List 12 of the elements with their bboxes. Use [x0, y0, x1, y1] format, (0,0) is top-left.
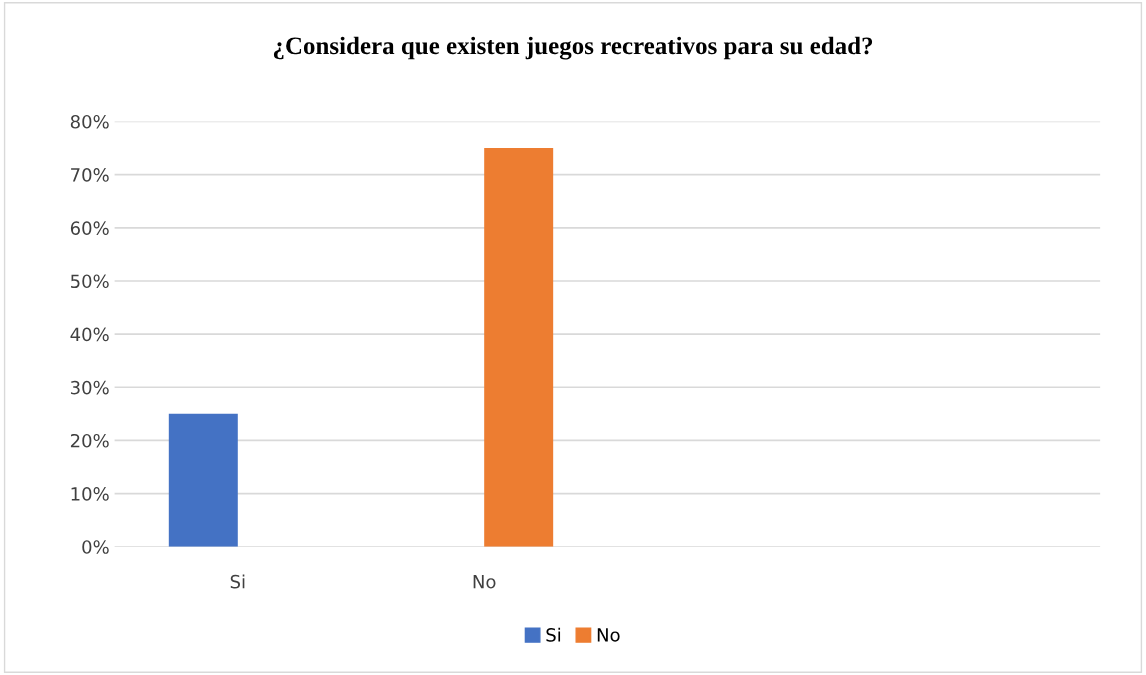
y-tick-label: 60% [70, 221, 109, 235]
y-tick-label: 0% [82, 540, 109, 554]
y-tick-label: 40% [70, 327, 109, 342]
legend-label: Si [546, 627, 561, 642]
chart-title: ¿Considera que existen juegos recreativos para su edad? [273, 36, 873, 60]
y-tick-label: 20% [70, 433, 109, 448]
y-tick-label: 80% [70, 114, 109, 129]
y-tick-label: 50% [71, 274, 109, 289]
y-tick-label: 70% [71, 168, 109, 182]
y-tick-label: 10% [71, 487, 109, 501]
y-tick-label: 30% [70, 380, 109, 395]
legend-label: No [597, 628, 620, 642]
